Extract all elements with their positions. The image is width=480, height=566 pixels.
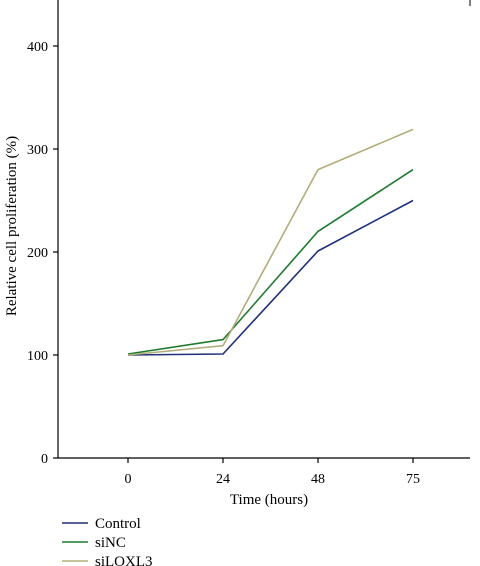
legend-label-sinc: siNC: [95, 535, 126, 551]
x-ticks: 0 24 48 75: [125, 458, 420, 487]
x-tick-label: 24: [216, 472, 230, 487]
y-tick-label: 200: [27, 246, 48, 261]
y-tick-label: 100: [27, 349, 48, 364]
axes: [57, 0, 471, 459]
y-tick-label: 400: [27, 40, 48, 55]
series-line-siloxl3: [127, 128, 414, 356]
y-ticks: 0 100 200 300 400: [27, 40, 58, 467]
x-axis-label: Time (hours): [230, 492, 308, 508]
series-line-sinc: [127, 168, 414, 355]
legend-label-siloxl3: siLOXL3: [95, 554, 153, 566]
x-tick-label: 0: [125, 472, 132, 487]
y-axis-label: Relative cell proliferation (%): [4, 136, 20, 316]
series-line-control: [127, 199, 414, 356]
legend-label-control: Control: [95, 516, 141, 532]
y-tick-label: 300: [27, 143, 48, 158]
x-tick-label: 75: [406, 472, 420, 487]
series-lines: [127, 128, 414, 356]
x-tick-label: 48: [311, 472, 325, 487]
y-tick-label: 0: [41, 452, 48, 467]
legend: Control siNC siLOXL3: [62, 516, 153, 566]
